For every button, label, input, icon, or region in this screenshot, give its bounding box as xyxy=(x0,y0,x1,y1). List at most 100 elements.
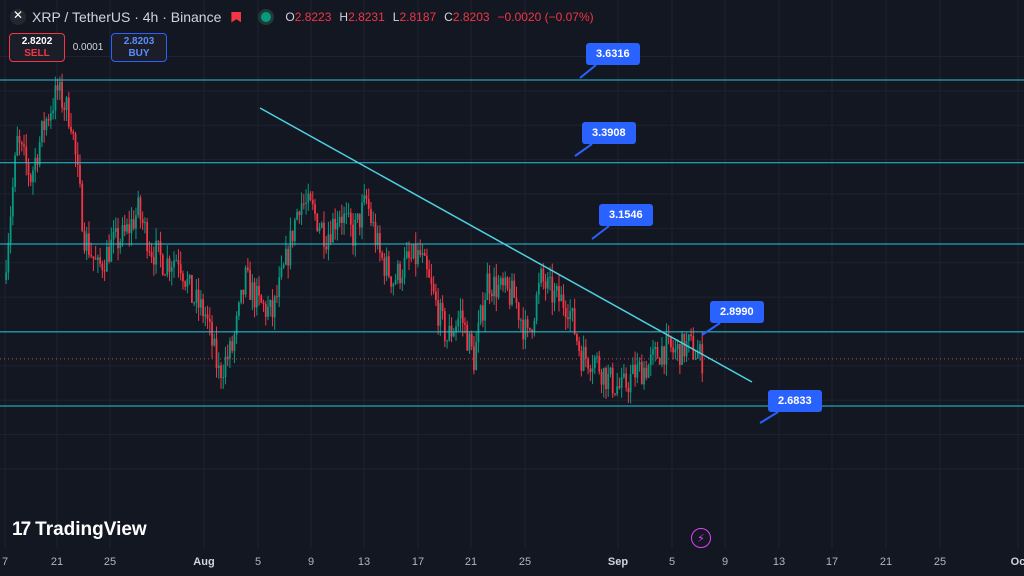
sell-button[interactable]: 2.8202 SELL xyxy=(9,33,65,62)
candle-body xyxy=(488,273,491,294)
candle-body xyxy=(432,283,435,292)
candle-body xyxy=(363,195,366,203)
spread-value: 0.0001 xyxy=(72,42,104,53)
candle-body xyxy=(578,341,581,352)
candle-body xyxy=(596,356,598,358)
candle-body xyxy=(332,218,334,243)
candle-body xyxy=(417,250,419,265)
buy-price: 2.8203 xyxy=(123,35,155,47)
candle-body xyxy=(199,299,202,308)
candle-body xyxy=(616,386,619,395)
candle-body xyxy=(229,341,231,359)
candle-body xyxy=(390,276,393,287)
candle-body xyxy=(361,202,363,228)
trendline-line[interactable] xyxy=(259,107,753,383)
candle-body xyxy=(513,280,516,298)
candle-body xyxy=(222,377,225,379)
candle-body xyxy=(135,215,137,229)
x-tick-label: 5 xyxy=(668,556,676,568)
level-callout[interactable]: 2.8990 xyxy=(710,301,764,323)
candle-body xyxy=(493,276,495,297)
candle-body xyxy=(649,354,652,365)
candle-body xyxy=(526,319,529,328)
candle-body xyxy=(5,272,8,280)
level-callout[interactable]: 3.1546 xyxy=(599,204,653,226)
ohlc-readout: O2.8223 H2.8231 L2.8187 C2.8203 −0.0020 … xyxy=(285,10,594,24)
candle-body xyxy=(282,264,285,268)
candle-body xyxy=(175,260,178,262)
candle-body xyxy=(537,283,540,295)
candle-body xyxy=(7,243,10,273)
candle-body xyxy=(459,310,462,319)
candle-body xyxy=(92,256,95,259)
x-tick-label: 21 xyxy=(464,556,478,568)
candle-body xyxy=(470,333,473,347)
candle-body xyxy=(614,393,616,395)
x-tick-label: 21 xyxy=(879,556,893,568)
candle-body xyxy=(439,303,442,326)
candle-body xyxy=(562,294,565,309)
candle-body xyxy=(170,267,173,272)
candle-body xyxy=(634,364,636,378)
candle-body xyxy=(58,81,61,91)
trendline[interactable] xyxy=(259,107,753,383)
candle-body xyxy=(141,219,144,224)
candle-body xyxy=(246,267,249,271)
buy-button[interactable]: 2.8203 BUY xyxy=(111,33,167,62)
candle-body xyxy=(582,346,585,371)
candle-body xyxy=(349,212,352,225)
candle-body xyxy=(278,277,281,298)
tradingview-logo: 17 TradingView xyxy=(12,519,147,541)
candle-body xyxy=(220,365,222,378)
candle-body xyxy=(65,97,68,110)
candle-body xyxy=(338,216,341,223)
candle-body xyxy=(70,126,72,132)
candle-body xyxy=(571,308,574,312)
trade-panel: 2.8202 SELL 0.0001 2.8203 BUY xyxy=(9,33,167,62)
candle-body xyxy=(327,234,330,250)
candle-body xyxy=(560,294,563,302)
candle-body xyxy=(423,253,426,256)
candle-body xyxy=(352,224,354,246)
candle-body xyxy=(573,308,576,335)
level-callout[interactable]: 3.6316 xyxy=(586,43,640,65)
candle-body xyxy=(385,256,388,276)
candle-body xyxy=(79,164,81,184)
candle-body xyxy=(495,276,498,298)
candle-body xyxy=(54,85,57,111)
candle-body xyxy=(233,334,236,351)
sell-price: 2.8202 xyxy=(21,35,53,47)
candle-body xyxy=(443,311,446,341)
horizontal-levels[interactable] xyxy=(0,64,1024,424)
callout-pointer xyxy=(591,225,610,240)
candle-body xyxy=(609,367,612,374)
candle-body xyxy=(32,170,34,183)
candle-body xyxy=(540,268,542,284)
candle-body xyxy=(94,258,97,260)
flag-icon[interactable] xyxy=(231,11,242,23)
candles xyxy=(5,73,704,404)
candle-body xyxy=(506,277,509,289)
candle-body xyxy=(452,332,455,337)
lightning-icon[interactable]: ⚡ xyxy=(691,528,711,548)
candle-body xyxy=(126,224,128,232)
candle-body xyxy=(365,195,368,199)
level-callout[interactable]: 2.6833 xyxy=(768,390,822,412)
level-callout[interactable]: 3.3908 xyxy=(582,122,636,144)
candle-body xyxy=(152,257,155,265)
candle-body xyxy=(511,280,513,305)
candle-body xyxy=(370,208,372,223)
candle-body xyxy=(316,213,319,231)
candle-body xyxy=(20,142,23,145)
candle-body xyxy=(146,222,149,252)
candle-body xyxy=(114,228,117,233)
symbol-title[interactable]: XRP / TetherUS · 4h · Binance xyxy=(32,9,222,25)
candle-body xyxy=(305,202,307,204)
candle-body xyxy=(9,216,12,244)
candle-body xyxy=(381,252,384,258)
candle-body xyxy=(105,246,108,272)
x-tick-label: 7 xyxy=(1,556,9,568)
candle-body xyxy=(399,263,401,284)
candle-body xyxy=(173,260,175,268)
